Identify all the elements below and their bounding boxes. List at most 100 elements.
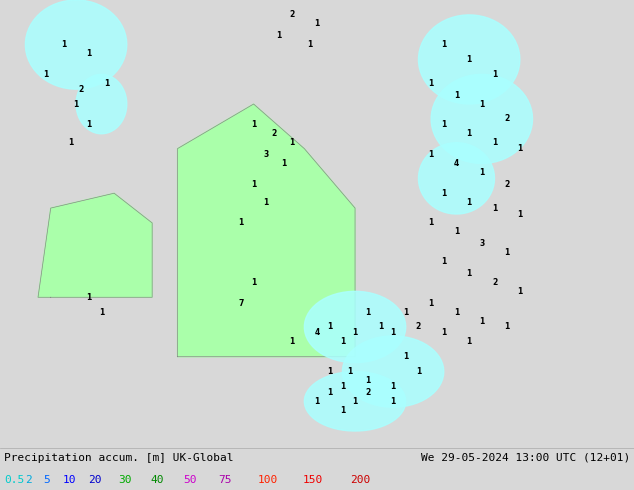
Text: 1: 1 [479, 317, 484, 325]
Text: 1: 1 [264, 197, 269, 207]
Text: 1: 1 [365, 376, 370, 385]
Text: 1: 1 [61, 40, 66, 49]
Text: 1: 1 [276, 31, 281, 40]
Text: 30: 30 [118, 475, 131, 485]
Text: 1: 1 [327, 367, 332, 376]
Text: 1: 1 [314, 19, 320, 28]
Text: 1: 1 [429, 150, 434, 159]
Text: 1: 1 [517, 210, 522, 219]
Text: 1: 1 [492, 138, 497, 147]
Text: 5: 5 [43, 475, 49, 485]
Text: 1: 1 [391, 397, 396, 406]
Text: 1: 1 [454, 227, 459, 236]
Text: 1: 1 [365, 308, 370, 317]
Text: 1: 1 [289, 337, 294, 346]
Text: 20: 20 [88, 475, 101, 485]
Text: 4: 4 [454, 159, 459, 168]
Text: 150: 150 [303, 475, 323, 485]
Text: 1: 1 [429, 79, 434, 88]
Polygon shape [304, 292, 406, 363]
Text: 1: 1 [74, 99, 79, 109]
Polygon shape [418, 143, 495, 214]
Text: 1: 1 [391, 328, 396, 338]
Text: 50: 50 [183, 475, 197, 485]
Text: 3: 3 [264, 150, 269, 159]
Text: 1: 1 [86, 121, 91, 129]
Text: 1: 1 [479, 99, 484, 109]
Text: 1: 1 [353, 328, 358, 338]
Text: 1: 1 [403, 352, 408, 361]
Text: 2: 2 [365, 388, 370, 397]
Text: 1: 1 [281, 159, 287, 168]
Text: 1: 1 [307, 40, 312, 49]
Text: 40: 40 [150, 475, 164, 485]
Text: 1: 1 [505, 322, 510, 332]
Text: 2: 2 [416, 322, 421, 332]
Text: 1: 1 [68, 138, 74, 147]
Text: 1: 1 [429, 299, 434, 308]
Text: 100: 100 [258, 475, 278, 485]
Text: 1: 1 [492, 203, 497, 213]
Polygon shape [342, 336, 444, 407]
Polygon shape [76, 74, 127, 134]
Text: 1: 1 [289, 138, 294, 147]
Polygon shape [418, 15, 520, 104]
Text: 1: 1 [479, 168, 484, 177]
Text: 2: 2 [505, 114, 510, 123]
Text: 1: 1 [505, 248, 510, 257]
Text: 10: 10 [63, 475, 77, 485]
Text: 1: 1 [391, 382, 396, 391]
Text: 1: 1 [467, 269, 472, 278]
Text: 3: 3 [479, 239, 484, 248]
Text: 1: 1 [251, 180, 256, 189]
Text: 1: 1 [104, 79, 109, 88]
Text: 1: 1 [467, 129, 472, 138]
Text: 1: 1 [340, 337, 345, 346]
Text: 1: 1 [492, 70, 497, 79]
Text: 1: 1 [467, 337, 472, 346]
Text: 1: 1 [86, 49, 91, 58]
Text: 1: 1 [340, 406, 345, 415]
Text: 1: 1 [454, 91, 459, 99]
Text: 0.5: 0.5 [4, 475, 24, 485]
Text: 2: 2 [492, 278, 497, 287]
Polygon shape [431, 74, 533, 164]
Text: 2: 2 [289, 10, 294, 20]
Text: 4: 4 [314, 328, 320, 338]
Text: 1: 1 [441, 121, 446, 129]
Text: 1: 1 [251, 121, 256, 129]
Text: 1: 1 [43, 70, 48, 79]
Text: 75: 75 [218, 475, 231, 485]
Text: 1: 1 [441, 40, 446, 49]
Text: 1: 1 [454, 308, 459, 317]
Text: 1: 1 [347, 367, 353, 376]
Text: 1: 1 [340, 382, 345, 391]
Text: 1: 1 [99, 308, 104, 317]
Text: 1: 1 [403, 308, 408, 317]
Text: 2: 2 [505, 180, 510, 189]
Text: 1: 1 [517, 144, 522, 153]
Text: 1: 1 [353, 397, 358, 406]
Text: Precipitation accum. [m] UK-Global: Precipitation accum. [m] UK-Global [4, 453, 233, 463]
Text: 1: 1 [327, 388, 332, 397]
Polygon shape [178, 104, 355, 357]
Text: 1: 1 [251, 278, 256, 287]
Polygon shape [304, 371, 406, 431]
Text: 200: 200 [350, 475, 370, 485]
Text: 2: 2 [271, 129, 276, 138]
Text: 1: 1 [416, 367, 421, 376]
Polygon shape [25, 0, 127, 89]
Text: 1: 1 [441, 328, 446, 338]
Text: 1: 1 [314, 397, 320, 406]
Text: 1: 1 [441, 257, 446, 266]
Text: 1: 1 [86, 293, 91, 302]
Text: 1: 1 [429, 219, 434, 227]
Text: 1: 1 [517, 287, 522, 296]
Text: 2: 2 [79, 85, 84, 94]
Text: 1: 1 [467, 197, 472, 207]
Text: 1: 1 [238, 219, 243, 227]
Text: We 29-05-2024 13:00 UTC (12+01): We 29-05-2024 13:00 UTC (12+01) [421, 453, 630, 463]
Text: 7: 7 [238, 299, 243, 308]
Text: 1: 1 [467, 55, 472, 64]
Text: 1: 1 [327, 322, 332, 332]
